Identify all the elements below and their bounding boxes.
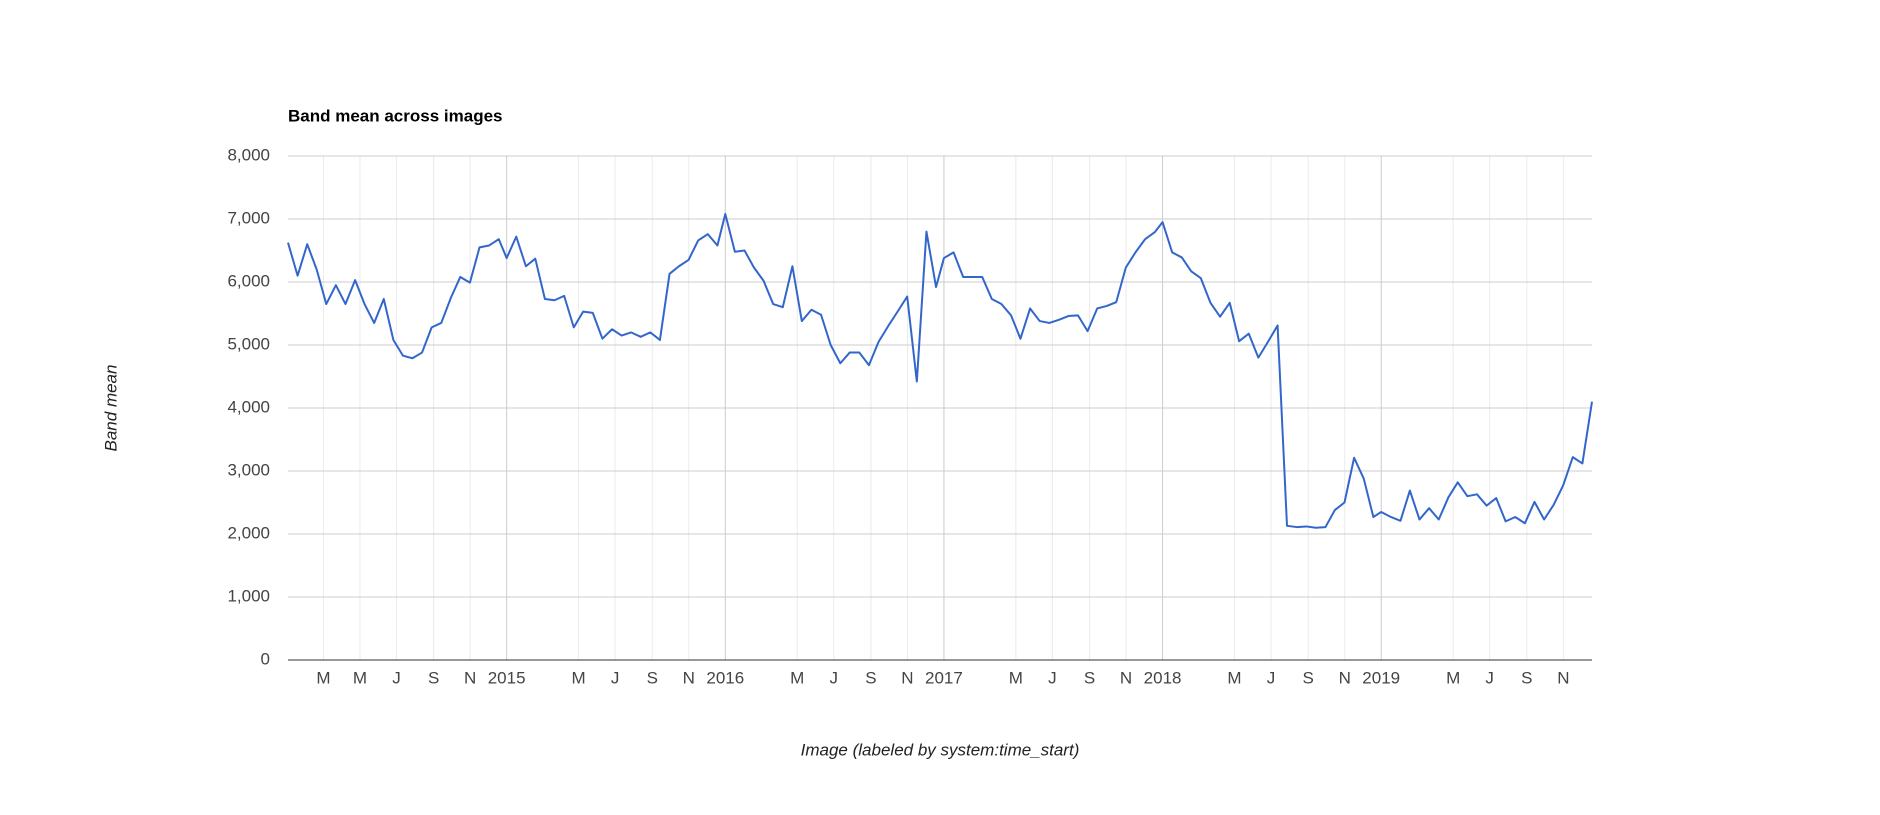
y-tick-label: 5,000	[227, 334, 270, 353]
x-tick-label: M	[1227, 668, 1241, 687]
x-tick-label: N	[1339, 668, 1351, 687]
x-tick-label: S	[428, 668, 439, 687]
y-tick-label: 4,000	[227, 397, 270, 416]
y-tick-label: 0	[261, 649, 270, 668]
x-tick-label: N	[1120, 668, 1132, 687]
x-tick-label: N	[683, 668, 695, 687]
y-tick-label: 6,000	[227, 271, 270, 290]
x-tick-label: M	[353, 668, 367, 687]
y-tick-label: 8,000	[227, 145, 270, 164]
x-tick-label: J	[611, 668, 620, 687]
x-tick-label: S	[1521, 668, 1532, 687]
x-tick-label: J	[1048, 668, 1057, 687]
x-tick-label: 2015	[488, 668, 526, 687]
x-tick-label: 2018	[1144, 668, 1182, 687]
x-tick-label: N	[464, 668, 476, 687]
y-tick-label: 3,000	[227, 460, 270, 479]
x-tick-label: J	[1267, 668, 1276, 687]
x-tick-label: N	[901, 668, 913, 687]
x-tick-label: 2017	[925, 668, 963, 687]
y-axis-title: Band mean	[101, 365, 120, 452]
x-tick-label: J	[392, 668, 401, 687]
x-axis-title: Image (labeled by system:time_start)	[801, 740, 1080, 759]
x-tick-label: J	[829, 668, 838, 687]
x-tick-label: 2019	[1362, 668, 1400, 687]
y-tick-label: 1,000	[227, 586, 270, 605]
x-tick-label: J	[1485, 668, 1494, 687]
x-tick-label: M	[1009, 668, 1023, 687]
x-tick-label: M	[1446, 668, 1460, 687]
x-tick-label: S	[1303, 668, 1314, 687]
x-tick-label: 2016	[706, 668, 744, 687]
x-tick-label: S	[647, 668, 658, 687]
y-tick-label: 7,000	[227, 208, 270, 227]
chart-title: Band mean across images	[288, 106, 502, 125]
x-tick-label: S	[1084, 668, 1095, 687]
x-tick-label: M	[316, 668, 330, 687]
x-tick-label: N	[1557, 668, 1569, 687]
x-tick-label: S	[865, 668, 876, 687]
x-tick-label: M	[571, 668, 585, 687]
data-line	[287, 212, 1593, 529]
y-tick-label: 2,000	[227, 523, 270, 542]
x-tick-label: M	[790, 668, 804, 687]
